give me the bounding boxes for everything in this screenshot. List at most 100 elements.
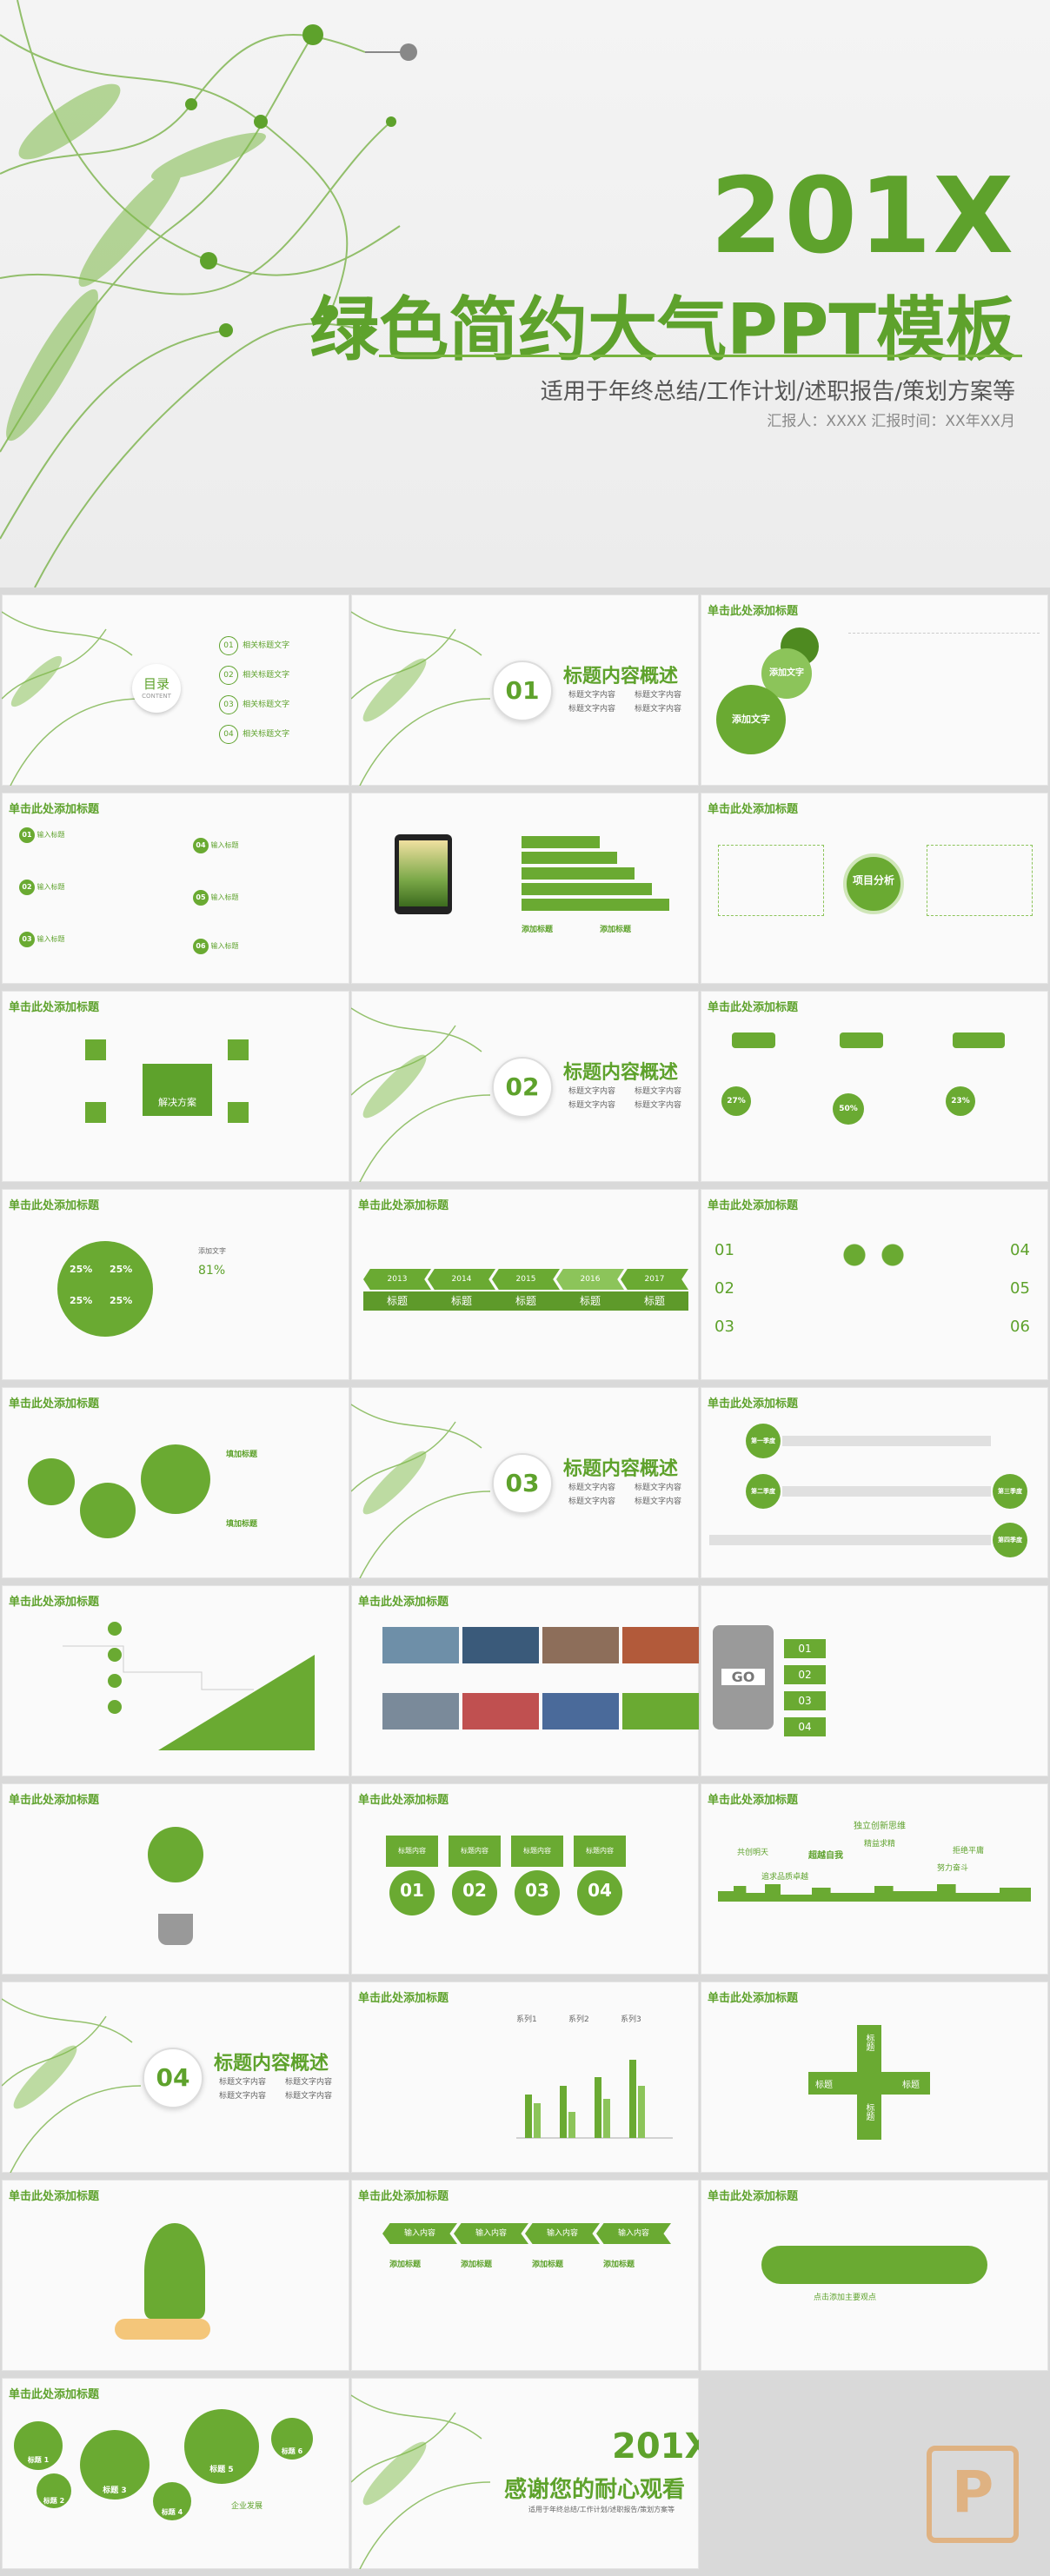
slide-city: 单击此处添加标题 独立创新思维 精益求精 拒绝平庸 共创明天 超越自我 努力奋斗… (701, 1783, 1048, 1975)
project-analysis-circle: 项目分析 (843, 853, 904, 914)
slide-header: 单击此处添加标题 (9, 1001, 100, 1014)
cross-label: 标题 (864, 2103, 874, 2121)
city-word: 精益求精 (864, 1840, 896, 1849)
timeline-year: 2013 (363, 1269, 431, 1290)
slide-header: 单击此处添加标题 (708, 1199, 799, 1212)
photo (622, 1693, 699, 1730)
photo (622, 1627, 699, 1663)
go-step: 01 (784, 1639, 826, 1658)
bubble: 标题 3 (80, 2430, 150, 2500)
slide-header: 单击此处添加标题 (708, 1992, 799, 2005)
people-num: 02 (714, 1279, 734, 1298)
analysis-box (927, 845, 1033, 916)
company-label: 企业发展 (231, 2502, 263, 2511)
slide-input-titles: 单击此处添加标题 01 输入标题 02 输入标题 03 输入标题 04 输入标题… (2, 793, 349, 984)
slide-header: 单击此处添加标题 (9, 1199, 100, 1212)
bubble: 标题 1 (14, 2421, 63, 2470)
cross-horizontal (808, 2072, 930, 2095)
drop-percent: 23% (946, 1086, 975, 1116)
slide-gears: 单击此处添加标题 填加标题 填加标题 (2, 1387, 349, 1578)
bubble: 标题 6 (271, 2418, 313, 2460)
slide-header: 单击此处添加标题 (358, 1596, 449, 1609)
slide-header: 单击此处添加标题 (358, 1794, 449, 1807)
section-title: 标题内容概述 (214, 2053, 329, 2075)
lightbulb-icon (158, 1914, 193, 1945)
bar (522, 867, 635, 880)
eco-label: 添加文字 (198, 1247, 226, 1255)
bar-chart (516, 2060, 673, 2139)
globe-percent: 25% (70, 1264, 93, 1275)
people-num: 03 (714, 1318, 734, 1336)
slide-faucets: 单击此处添加标题 27% 50% 23% (701, 991, 1048, 1182)
faucet-icon (953, 1032, 1005, 1048)
slide-people: 单击此处添加标题 01 02 03 04 05 06 (701, 1189, 1048, 1380)
section-number: 04 (143, 2048, 203, 2108)
gear-icon (148, 1827, 203, 1882)
people-num: 06 (1010, 1318, 1030, 1336)
hand-icon (115, 2319, 210, 2340)
timeline-label: 标题 (492, 1291, 560, 1311)
toc-item[interactable]: 02 相关标题文字 (219, 664, 289, 694)
list-item: 02 输入标题 (19, 880, 65, 895)
slide-header: 单击此处添加标题 (9, 2388, 100, 2401)
slide-header: 单击此处添加标题 (708, 2190, 799, 2203)
hex-strip (761, 2246, 987, 2284)
bar (522, 899, 669, 911)
slide-header: 单击此处添加标题 (358, 1992, 449, 2005)
bar (522, 852, 617, 864)
search-icon (228, 1102, 249, 1123)
text-lines (848, 633, 1040, 720)
section-items: 标题文字内容 标题文字内容 (635, 1484, 682, 1506)
hero-divider (379, 355, 1022, 357)
step-header: 标题内容 (574, 1836, 626, 1867)
people-icon (826, 1232, 921, 1345)
cross-label: 标题 (902, 2081, 920, 2090)
cross-label: 标题 (815, 2081, 833, 2090)
process-bar (782, 1436, 991, 1446)
timeline-year: 2014 (428, 1269, 495, 1290)
slide-header: 单击此处添加标题 (708, 1794, 799, 1807)
slide-section-01: 01 标题内容概述 标题文字内容 标题文字内容 标题文字内容 标题文字内容 (351, 594, 699, 786)
slide-section-03: 03 标题内容概述 标题文字内容 标题文字内容 标题文字内容 标题文字内容 (351, 1387, 699, 1578)
slide-photos: 单击此处添加标题 (351, 1585, 699, 1776)
legend-series-3: 系列3 (621, 2015, 641, 2024)
go-step: 02 (784, 1665, 826, 1684)
toc-title: 目录 (143, 676, 169, 692)
legend-series-1: 系列1 (516, 2015, 537, 2024)
toc-badge: 目录 CONTENT (132, 664, 181, 713)
city-skyline (718, 1884, 1031, 1902)
globe-percent: 25% (110, 1295, 133, 1306)
process-bar (782, 1486, 991, 1497)
slide-arrow-flow: 单击此处添加标题 输入内容 输入内容 输入内容 输入内容 添加标题 添加标题 添… (351, 2180, 699, 2371)
timeline-label: 标题 (428, 1291, 495, 1311)
empty-slot: P (701, 2378, 1048, 2569)
section-items: 标题文字内容 标题文字内容 (568, 691, 616, 714)
cross-label: 标题 (864, 2034, 874, 2051)
city-word: 拒绝平庸 (953, 1847, 985, 1856)
globe (57, 1241, 153, 1337)
slide-section-02: 02 标题内容概述 标题文字内容 标题文字内容 标题文字内容 标题文字内容 (351, 991, 699, 1182)
toc-item[interactable]: 03 相关标题文字 (219, 694, 289, 723)
circle-add-text-large: 添加文字 (716, 685, 786, 754)
section-items: 标题文字内容 标题文字内容 (568, 1087, 616, 1110)
photo (382, 1627, 459, 1663)
slide-go: GO 01 02 03 04 (701, 1585, 1048, 1776)
flow-title: 添加标题 (603, 2261, 635, 2269)
step-header: 标题内容 (449, 1836, 501, 1867)
slide-stairs-chart: 单击此处添加标题 (2, 1585, 349, 1776)
hero-year: 201X (709, 156, 1015, 277)
list-item: 04 输入标题 (193, 838, 239, 853)
city-word: 超越自我 (808, 1851, 843, 1861)
list-item: 06 输入标题 (193, 939, 239, 954)
slide-thanks: 201X 感谢您的耐心观看 适用于年终总结/工作计划/述职报告/策划方案等 (351, 2378, 699, 2569)
plug-icon (228, 1039, 249, 1060)
people-num: 01 (714, 1241, 734, 1259)
slide-header: 单击此处添加标题 (9, 1398, 100, 1411)
toc-item[interactable]: 04 相关标题文字 (219, 723, 289, 753)
toc-item[interactable]: 01 相关标题文字 (219, 634, 289, 664)
city-word: 独立创新思维 (854, 1822, 906, 1831)
slide-hex: 单击此处添加标题 点击添加主要观点 (701, 2180, 1048, 2371)
end-subtitle: 适用于年终总结/工作计划/述职报告/策划方案等 (528, 2506, 675, 2513)
tablet-icon (395, 834, 452, 914)
flow-title: 添加标题 (522, 926, 554, 934)
